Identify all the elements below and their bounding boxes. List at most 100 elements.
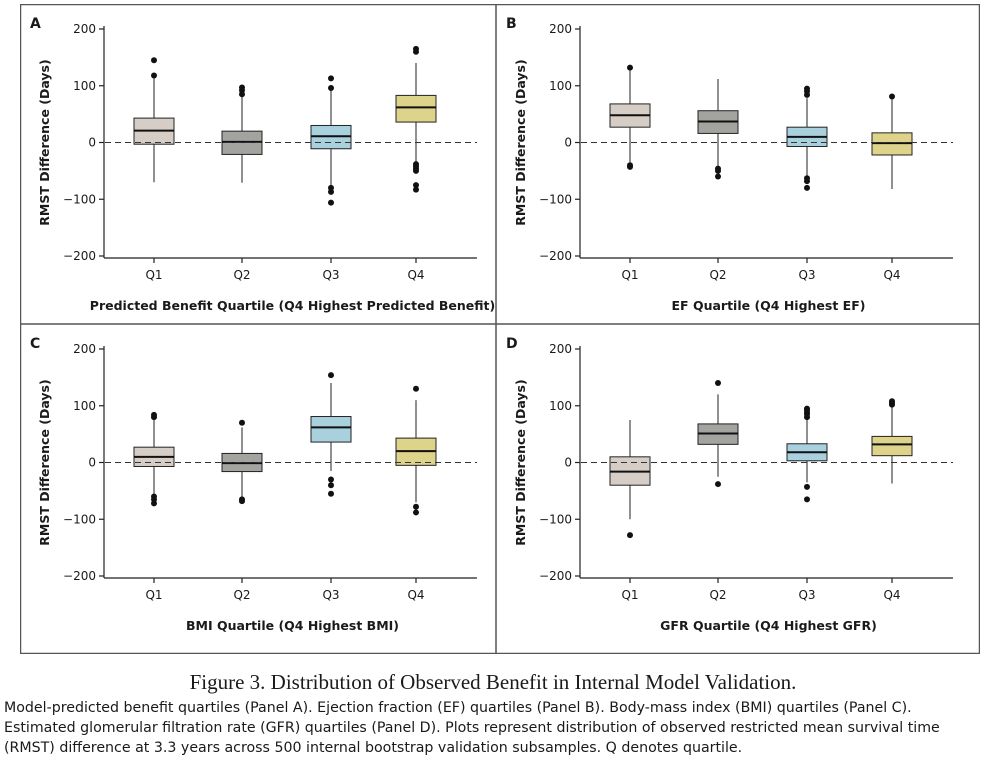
y-tick-label: 100 [73,79,96,93]
x-tick-label: Q3 [798,588,815,602]
outlier-point [151,411,157,418]
box-q4 [395,45,437,193]
chart-panel-b: B 200 100 0 −100 −200 RMST Difference (Days) EF… [506,16,953,313]
x-tick-label: Q1 [145,588,162,602]
outlier-point [239,498,245,505]
box-q2 [697,380,739,488]
figure-caption-body: Model-predicted benefit quartiles (Panel… [4,698,984,758]
y-tick-label: −100 [539,512,572,526]
outlier-point [715,167,721,174]
figure-border [19,3,981,655]
figure-svg: A 200 100 0 −100 −200 RMST Difference (Days) Pr… [19,3,981,655]
box-q3 [786,405,828,503]
y-tick-label: −100 [539,192,572,206]
caption-line: Model-predicted benefit quartiles (Panel… [4,700,912,716]
y-tick-label: 100 [549,399,572,413]
outlier-point [889,398,895,405]
x-tick-label: Q3 [322,268,339,282]
chart-panel-c: C 200 100 0 −100 −200 RMST Difference (Days) BM… [30,336,477,633]
y-tick-label: 0 [564,136,572,150]
outlier-point [151,57,157,64]
x-tick-label: Q3 [322,588,339,602]
panel-letter: B [506,16,517,32]
y-tick-label: −200 [539,249,572,263]
outlier-point [328,482,334,489]
outlier-point [413,186,419,193]
outlier-point [239,84,245,91]
outlier-point [804,178,810,185]
outlier-point [715,481,721,488]
y-axis-label: RMST Difference (Days) [513,379,528,545]
box-q3 [786,85,828,191]
x-tick-label: Q2 [233,588,250,602]
box-q4 [871,398,913,484]
y-tick-label: 0 [564,456,572,470]
panel-letter: C [30,336,40,352]
outlier-point [413,45,419,52]
outlier-point [413,182,419,189]
y-tick-label: 100 [549,79,572,93]
y-tick-label: 0 [88,456,96,470]
box-q2 [221,419,263,505]
x-tick-label: Q3 [798,268,815,282]
y-tick-label: −200 [63,569,96,583]
y-tick-label: 200 [73,22,96,36]
x-tick-label: Q1 [621,268,638,282]
y-axis-label: RMST Difference (Days) [37,59,52,225]
outlier-point [413,167,419,174]
outlier-point [413,503,419,510]
box-body [871,435,913,457]
outlier-point [151,500,157,507]
box-q1 [133,57,175,183]
y-tick-label: −200 [63,249,96,263]
outlier-point [889,93,895,100]
box-q3 [310,372,352,497]
outlier-point [328,75,334,82]
y-tick-label: 0 [88,136,96,150]
outlier-point [804,405,810,412]
box-q1 [133,411,175,507]
x-axis-label: GFR Quartile (Q4 Highest GFR) [660,618,877,633]
panel-letter: A [30,16,41,32]
box-q4 [871,93,913,190]
y-tick-label: −100 [63,512,96,526]
x-tick-label: Q1 [621,588,638,602]
x-tick-label: Q4 [407,268,424,282]
outlier-point [627,532,633,539]
box-q1 [609,64,651,170]
outlier-point [328,476,334,483]
outlier-point [627,64,633,71]
outlier-point [804,184,810,191]
x-tick-label: Q4 [883,588,900,602]
x-axis-label: BMI Quartile (Q4 Highest BMI) [186,618,399,633]
figure-caption-title: Figure 3. Distribution of Observed Benef… [189,670,797,694]
x-axis-label: Predicted Benefit Quartile (Q4 Highest P… [90,298,495,313]
y-tick-label: 200 [549,22,572,36]
box-q3 [310,75,352,206]
box-body [395,94,437,123]
y-tick-label: −200 [539,569,572,583]
figure-panels: A 200 100 0 −100 −200 RMST Difference (Days) Pr… [19,3,981,655]
chart-panel-a: A 200 100 0 −100 −200 RMST Difference (Days) Pr… [30,16,495,313]
caption-line: (RMST) difference at 3.3 years across 50… [4,740,743,756]
x-tick-label: Q2 [233,268,250,282]
y-tick-label: −100 [63,192,96,206]
outlier-point [413,385,419,392]
y-tick-label: 100 [73,399,96,413]
outlier-point [328,85,334,92]
box-q1 [609,419,651,539]
outlier-point [239,419,245,426]
box-q2 [697,78,739,180]
y-tick-label: 200 [549,342,572,356]
outlier-point [328,188,334,195]
outlier-point [804,483,810,490]
panel-letter: D [506,336,518,352]
y-tick-label: 200 [73,342,96,356]
outlier-point [715,173,721,180]
outlier-point [804,496,810,503]
chart-panel-d: D 200 100 0 −100 −200 RMST Difference (Days) GF… [506,336,953,633]
box-q4 [395,385,437,516]
x-tick-label: Q1 [145,268,162,282]
caption-line: Estimated glomerular filtration rate (GF… [4,720,940,736]
x-tick-label: Q4 [407,588,424,602]
